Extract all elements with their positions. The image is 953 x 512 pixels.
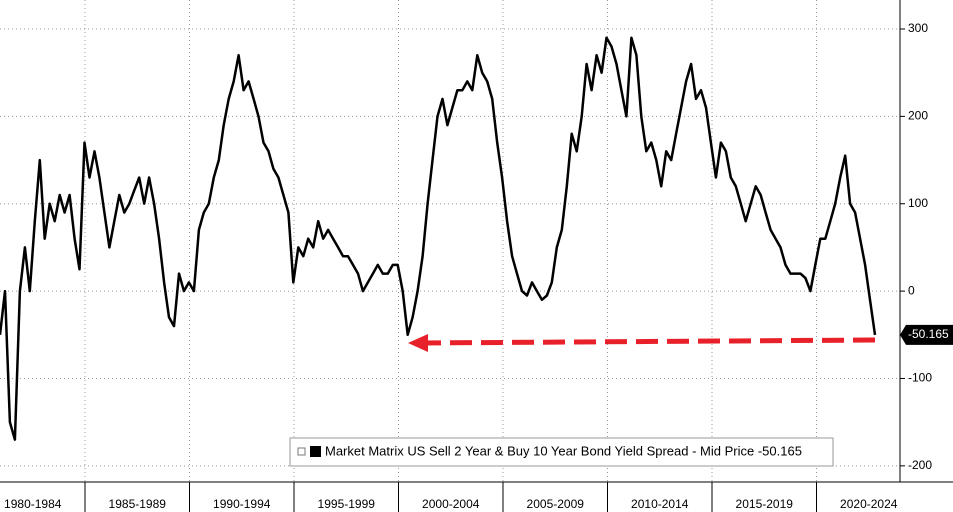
legend-label: Market Matrix US Sell 2 Year & Buy 10 Ye… <box>325 443 802 458</box>
legend <box>289 437 834 467</box>
last-value-label: -50.165 <box>908 327 949 341</box>
last-value-marker <box>900 324 953 345</box>
legend-swatch <box>310 446 321 457</box>
legend-toggle <box>297 447 306 456</box>
y-tick-label: -200 <box>908 458 932 472</box>
x-tick-label: 1995-1999 <box>318 497 376 511</box>
y-tick-label: 200 <box>908 109 928 123</box>
x-tick-label: 2000-2004 <box>422 497 480 511</box>
arrow-head <box>408 334 428 352</box>
x-tick-label: 1985-1989 <box>109 497 167 511</box>
series-line <box>0 36 877 441</box>
x-tick-label: 2020-2024 <box>840 497 898 511</box>
x-tick-label: 1990-1994 <box>213 497 271 511</box>
x-tick-label: 2005-2009 <box>527 497 585 511</box>
y-tick-label: 300 <box>908 21 928 35</box>
x-tick-label: 2015-2019 <box>736 497 794 511</box>
grid <box>0 0 900 482</box>
annotation-arrow <box>419 337 876 346</box>
y-tick-label: 100 <box>908 196 928 210</box>
y-tick-label: -100 <box>908 371 932 385</box>
y-tick-label: 0 <box>908 283 915 297</box>
plot <box>0 36 877 441</box>
x-tick-label: 2010-2014 <box>631 497 689 511</box>
x-tick-label: 1980-1984 <box>4 497 62 511</box>
